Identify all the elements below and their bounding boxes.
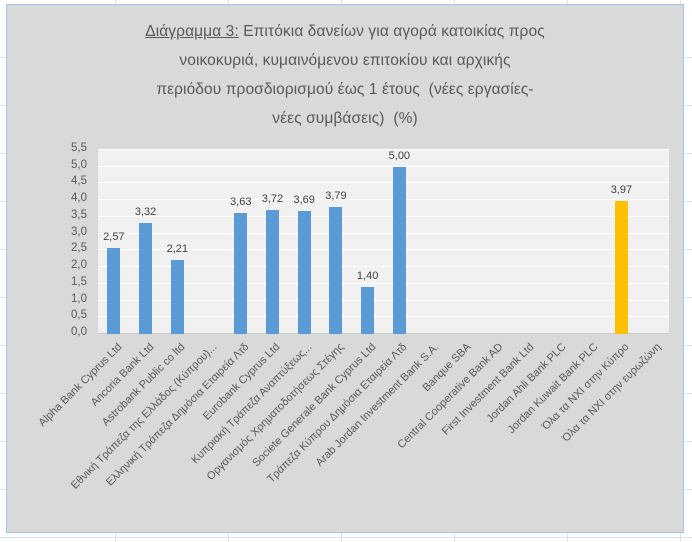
gridline — [98, 165, 669, 167]
chart-bar[interactable] — [297, 210, 311, 334]
chart-bar[interactable] — [265, 209, 279, 334]
gridline — [98, 282, 669, 284]
plot-area — [98, 150, 669, 334]
chart-title-underlined-part: Διάγραμμα 3: — [145, 23, 239, 40]
gridline — [98, 333, 669, 334]
bar-value-label: 2,57 — [103, 231, 125, 244]
y-axis-tick-label: 4,5 — [71, 175, 87, 188]
bar-value-label: 1,40 — [356, 270, 379, 283]
gridline — [98, 182, 669, 184]
bar-value-label: 2,21 — [166, 243, 188, 256]
gridline — [98, 299, 669, 301]
y-axis-tick-label: 2,5 — [71, 242, 87, 255]
chart-title-line: Διάγραμμα 3: Επιτόκια δανείων για αγορά … — [7, 17, 683, 46]
bar-value-label: 3,97 — [610, 184, 633, 197]
chart-title-line: νοικοκυριά, κυμαινόμενου επιτοκίου και α… — [179, 52, 511, 69]
chart-bar[interactable] — [139, 222, 153, 334]
bar-value-label: 3,72 — [261, 192, 284, 205]
bar-value-label: 3,69 — [293, 193, 315, 206]
chart-title-text: Επιτόκια δανείων για αγορά κατοικίας προ… — [238, 23, 545, 40]
chart-bar[interactable] — [392, 166, 406, 334]
gridline — [98, 215, 669, 217]
gridline — [98, 249, 669, 251]
chart-bar[interactable] — [614, 201, 628, 334]
chart-title-line: περιόδου προσδιορισμού έως 1 έτους (νέες… — [156, 81, 534, 98]
chart-bar[interactable] — [107, 248, 121, 334]
gridline — [98, 316, 669, 318]
chart-bar[interactable] — [170, 260, 184, 334]
chart-title-line: νέες συμβάσεις) (%) — [272, 110, 418, 127]
y-axis-tick-label: 4,0 — [71, 192, 87, 205]
chart-bar[interactable] — [234, 212, 248, 334]
bar-value-label: 5,00 — [388, 149, 411, 162]
gridline — [98, 199, 669, 201]
y-axis-tick-label: 5,0 — [71, 158, 87, 171]
y-axis-tick-label: 3,0 — [71, 225, 87, 238]
y-axis-tick-label: 1,5 — [71, 275, 87, 288]
bar-value-label: 3,32 — [134, 205, 157, 218]
bar-value-label: 3,63 — [230, 195, 252, 208]
y-axis-tick-label: 5,5 — [71, 142, 87, 154]
gridline — [98, 232, 669, 234]
gridline — [98, 266, 669, 268]
y-axis-tick-label: 0,0 — [71, 326, 87, 338]
y-axis-tick-label: 2,0 — [71, 259, 87, 272]
y-axis-tick-label: 1,0 — [71, 292, 87, 305]
chart-title: Διάγραμμα 3: Επιτόκια δανείων για αγορά … — [7, 17, 683, 133]
y-axis-tick-label: 0,5 — [71, 309, 87, 322]
y-axis-tick-label: 3,5 — [71, 208, 87, 221]
bar-value-label: 3,79 — [325, 190, 347, 203]
chart-area[interactable]: Διάγραμμα 3: Επιτόκια δανείων για αγορά … — [6, 4, 684, 533]
gridline — [98, 149, 669, 150]
chart-bar[interactable] — [361, 287, 375, 334]
chart-bar[interactable] — [329, 207, 343, 334]
